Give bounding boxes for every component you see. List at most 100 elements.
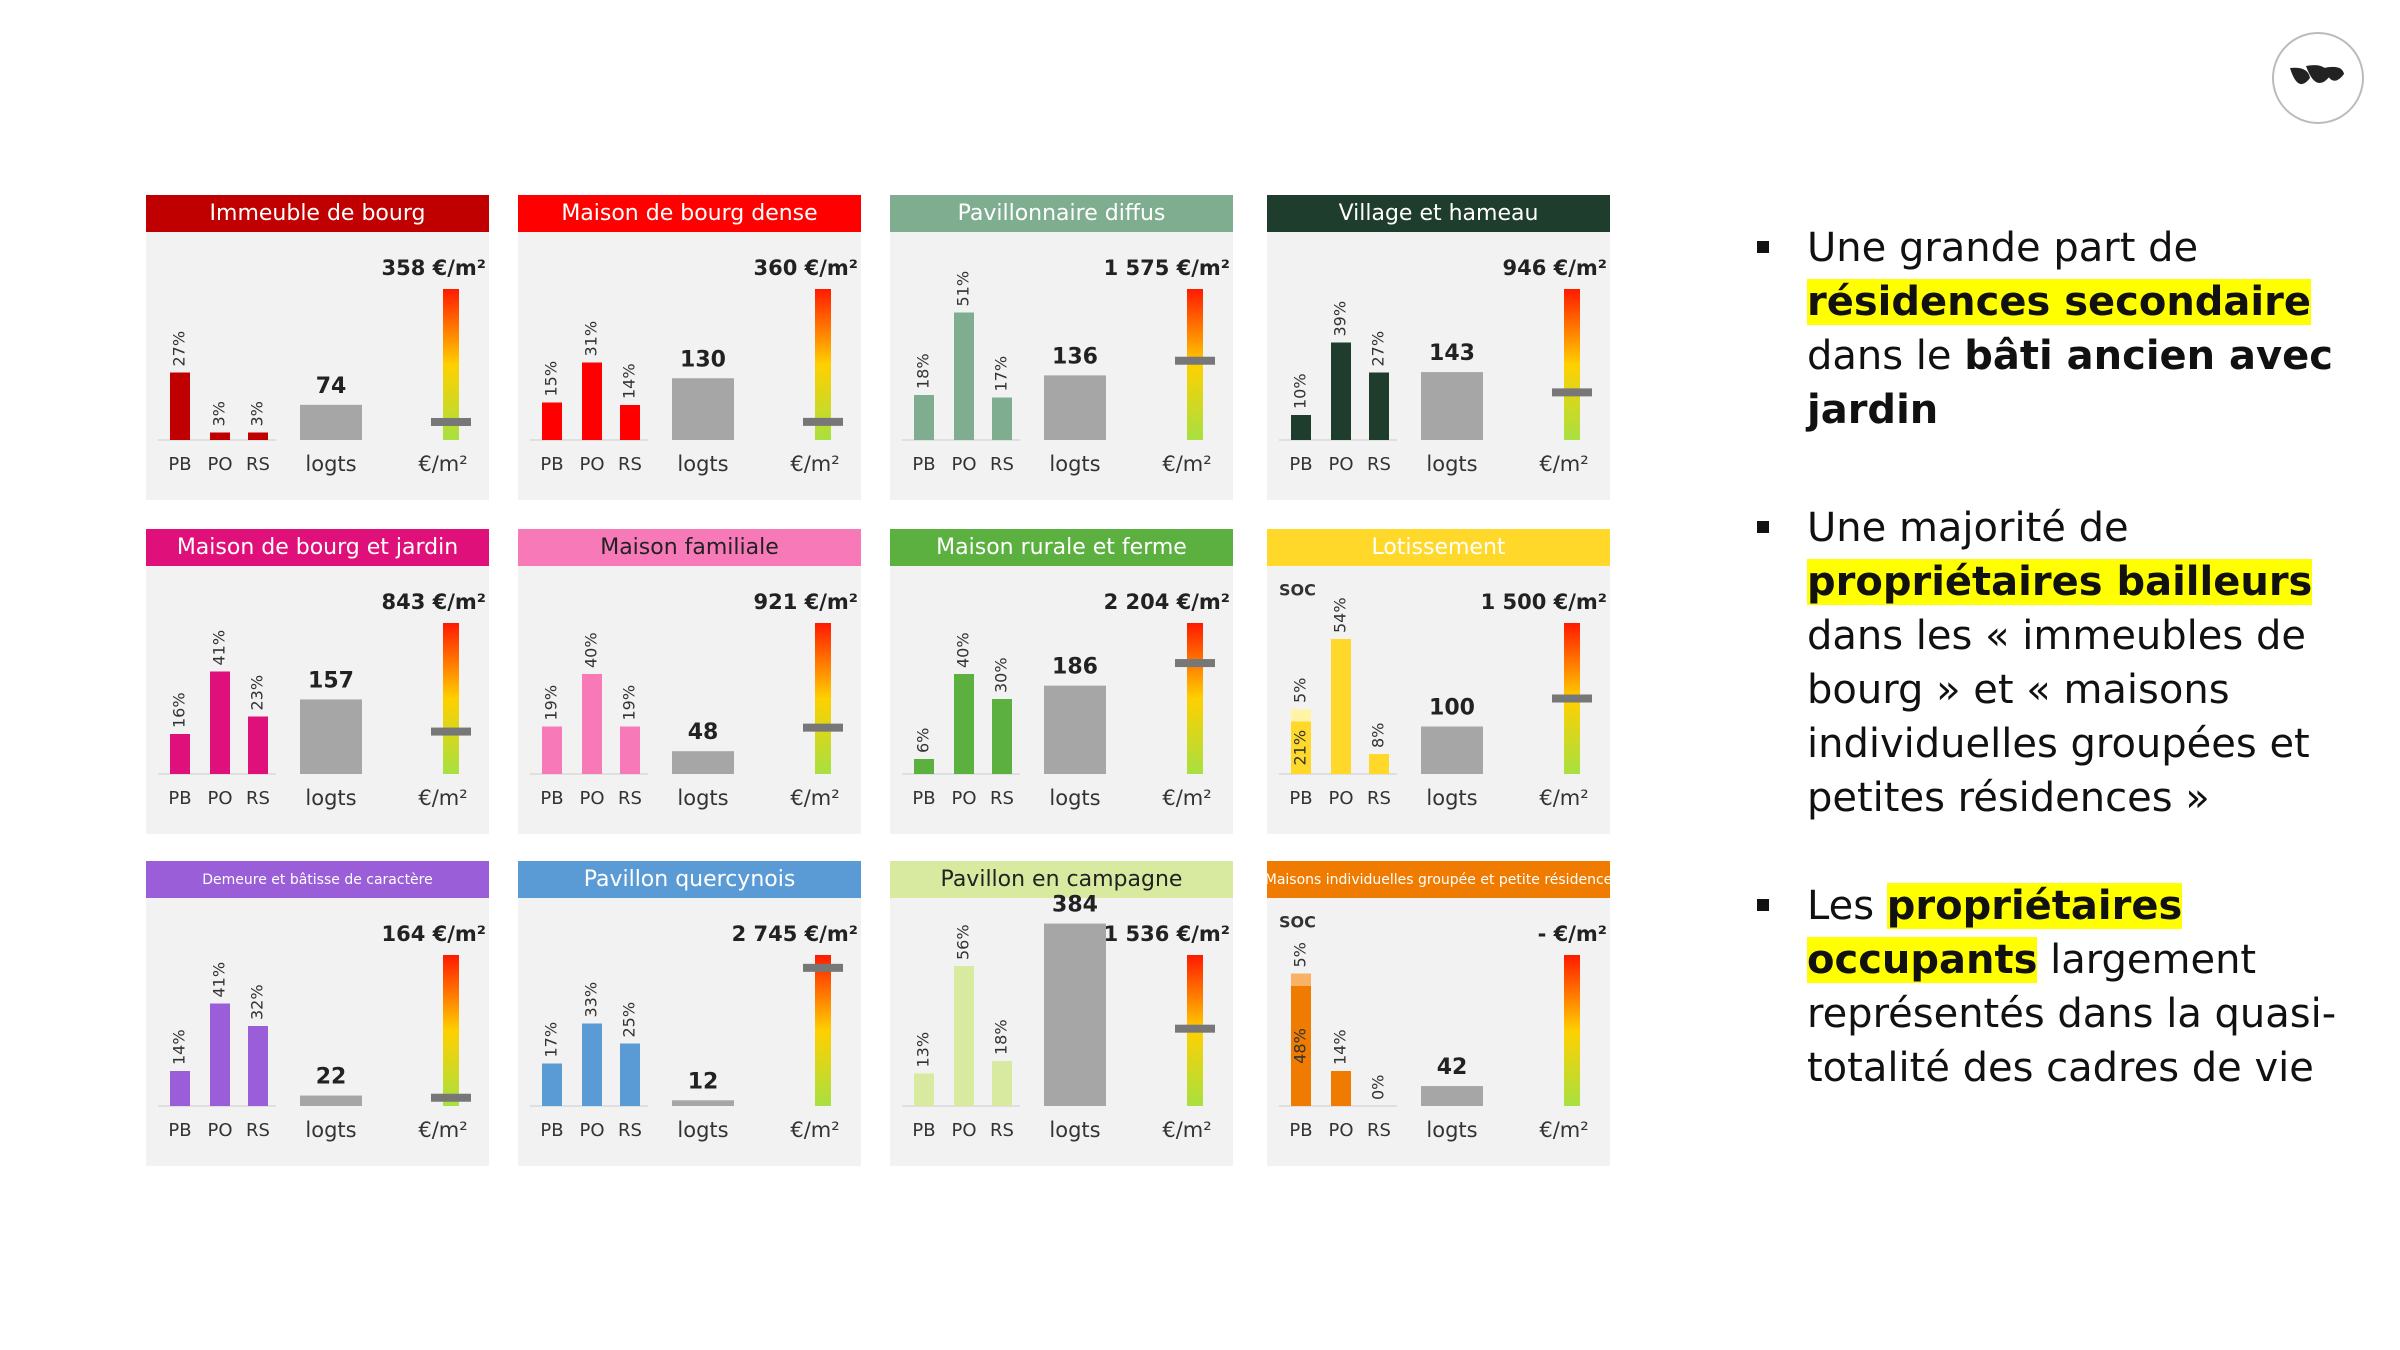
soc-bar [1291, 709, 1311, 722]
value-label: 23% [248, 675, 267, 711]
value-label: 33% [582, 982, 601, 1018]
price-label: 1 500 €/m² [1481, 590, 1607, 614]
price-label: 2 745 €/m² [732, 922, 858, 946]
category-label: PB [168, 1120, 191, 1141]
price-label: 1 575 €/m² [1104, 256, 1230, 280]
category-label: RS [990, 788, 1014, 809]
price-axis-label: €/m² [1162, 452, 1211, 476]
logts-value: 100 [1429, 696, 1475, 721]
value-label: 6% [914, 728, 933, 753]
logts-bar [672, 378, 734, 440]
category-label: PB [912, 788, 935, 809]
pct-bar [914, 395, 934, 440]
value-label: 41% [210, 962, 229, 998]
value-label: 15% [542, 361, 561, 397]
category-label: RS [246, 454, 270, 475]
value-label: 41% [210, 630, 229, 666]
value-label: 30% [992, 657, 1011, 693]
category-label: PO [579, 788, 604, 809]
category-label: PB [1289, 1120, 1312, 1141]
category-label: RS [618, 788, 642, 809]
price-label: 1 536 €/m² [1104, 922, 1230, 946]
logts-value: 42 [1437, 1055, 1468, 1080]
category-label: RS [618, 1120, 642, 1141]
price-axis-label: €/m² [1539, 786, 1588, 810]
price-label: 358 €/m² [381, 256, 486, 280]
category-label: RS [990, 1120, 1014, 1141]
price-gauge [1564, 955, 1580, 1106]
value-label: 14% [1331, 1029, 1350, 1065]
price-label: 843 €/m² [381, 590, 486, 614]
pct-bar [992, 1061, 1012, 1106]
panel: Lotissement 5% SOC 21% PB 54% PO 8% RS 100 logts 1 … [1267, 529, 1610, 834]
price-axis-label: €/m² [418, 786, 467, 810]
panel-bg [1267, 861, 1610, 1166]
value-label: 27% [170, 331, 189, 367]
logts-value: 22 [316, 1065, 347, 1090]
panel-title: Maisons individuelles groupée et petite … [1265, 872, 1613, 888]
price-marker [1175, 1024, 1215, 1033]
category-label: RS [246, 1120, 270, 1141]
panel-title: Immeuble de bourg [210, 201, 426, 226]
logts-bar [300, 404, 362, 440]
value-label: 56% [954, 924, 973, 960]
panel-title: Maison de bourg dense [561, 201, 817, 226]
pct-bar [1369, 754, 1389, 774]
pct-bar [170, 1071, 190, 1106]
logts-label: logts [1426, 452, 1477, 476]
category-label: PB [912, 1120, 935, 1141]
pct-bar [992, 397, 1012, 440]
panel-bg [890, 195, 1233, 500]
price-axis-label: €/m² [1162, 786, 1211, 810]
value-label: 32% [248, 984, 267, 1020]
pct-bar [248, 1026, 268, 1106]
panel: Maison rurale et ferme 6% PB 40% PO 30% RS 186 l… [890, 529, 1233, 834]
soc-value-label: 5% [1291, 942, 1310, 967]
value-label: 18% [914, 353, 933, 389]
category-label: RS [990, 454, 1014, 475]
logts-bar [1044, 923, 1106, 1106]
category-label: RS [1367, 454, 1391, 475]
panel-bg [146, 861, 489, 1166]
title-bar [518, 195, 861, 232]
category-label: PB [168, 454, 191, 475]
value-label: 16% [170, 692, 189, 728]
price-marker [1175, 356, 1215, 365]
logts-value: 48 [688, 720, 719, 745]
category-label: PO [1328, 1120, 1353, 1141]
panel-bg [890, 529, 1233, 834]
value-label: 14% [620, 363, 639, 399]
category-label: PB [540, 1120, 563, 1141]
logo [2272, 32, 2364, 124]
title-bar [146, 861, 489, 898]
logts-bar [672, 751, 734, 774]
pct-bar [992, 699, 1012, 774]
logts-value: 157 [308, 668, 354, 693]
title-bar [518, 529, 861, 566]
category-label: RS [1367, 1120, 1391, 1141]
logts-label: logts [1049, 452, 1100, 476]
title-bar [1267, 195, 1610, 232]
value-label: 54% [1331, 597, 1350, 633]
category-label: PB [540, 454, 563, 475]
panel-title: Pavillonnaire diffus [958, 201, 1166, 226]
category-label: RS [246, 788, 270, 809]
category-label: PB [168, 788, 191, 809]
logts-value: 130 [680, 347, 726, 372]
title-bar [146, 529, 489, 566]
panel: Maison familiale 19% PB 40% PO 19% RS 48 logts 92… [518, 529, 861, 834]
bullet-text: dans le [1807, 333, 1965, 379]
price-axis-label: €/m² [790, 452, 839, 476]
title-bar [518, 861, 861, 898]
price-label: 946 €/m² [1502, 256, 1607, 280]
logts-value: 143 [1429, 341, 1475, 366]
category-label: PO [579, 1120, 604, 1141]
logts-bar [300, 699, 362, 774]
price-gauge [1187, 623, 1203, 774]
bullet-text: bâti ancien avec jardin [1807, 333, 2333, 433]
panel-title: Maison de bourg et jardin [177, 535, 458, 560]
value-label: 14% [170, 1029, 189, 1065]
value-label: 40% [582, 632, 601, 668]
value-label: 21% [1291, 730, 1310, 766]
value-label: 48% [1291, 1028, 1310, 1064]
